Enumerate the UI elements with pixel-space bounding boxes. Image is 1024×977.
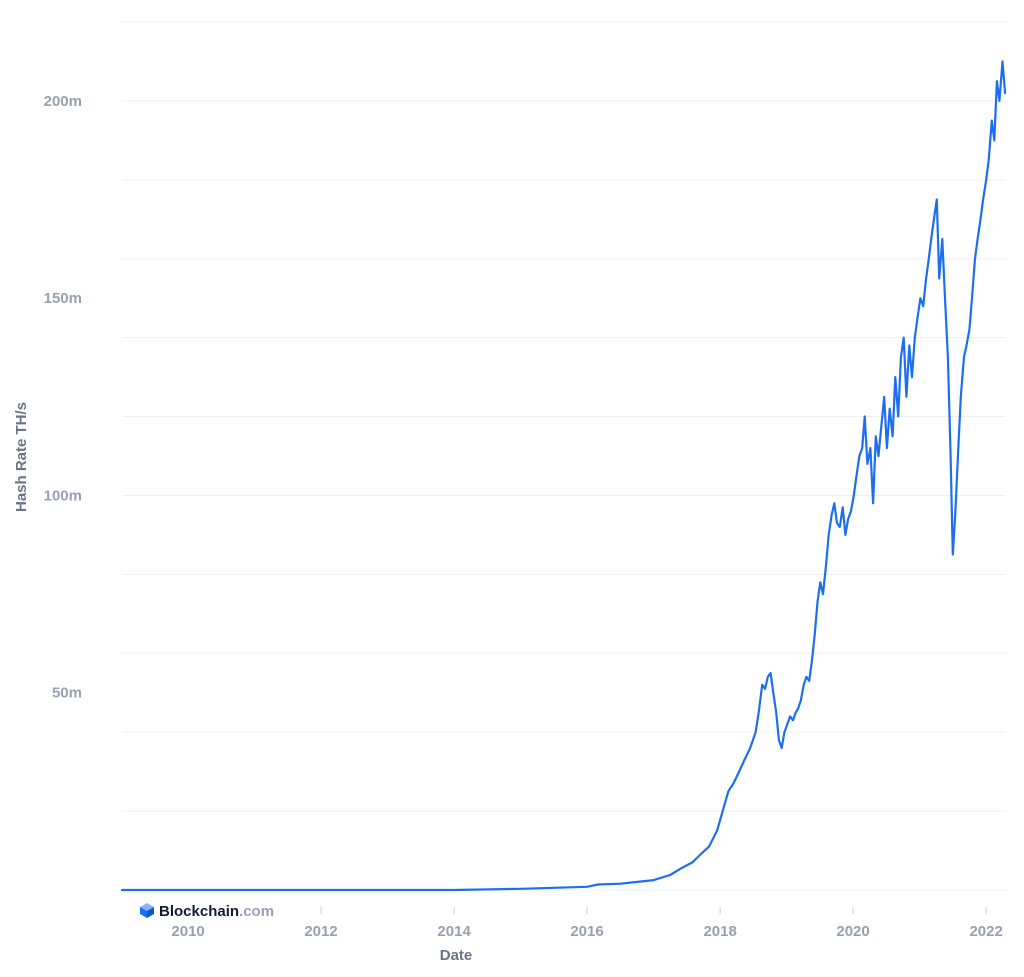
y-tick-label: 200m [44,93,82,110]
brand-name: Blockchain [159,903,239,920]
x-tick-label: 2018 [703,923,736,940]
y-tick-label: 100m [44,487,82,504]
x-axis-title: Date [440,947,473,964]
series-layer [120,60,1007,892]
x-tick-label: 2010 [171,923,204,940]
svg-text:Blockchain.com: Blockchain.com [159,903,274,920]
x-tick-label: 2012 [304,923,337,940]
y-tick-label: 50m [52,685,82,702]
hash-rate-series-line [120,60,1007,892]
y-axis-title: Hash Rate TH/s [13,402,30,512]
grid-layer [122,21,1006,891]
x-tick-label: 2020 [836,923,869,940]
x-axis-ticks: 2010 2012 2014 2016 2018 2020 2022 [171,907,1003,940]
y-axis-ticks: 50m 100m 150m 200m [44,93,82,702]
blockchain-logo: Blockchain.com [140,903,274,920]
x-tick-label: 2022 [969,923,1002,940]
blockchain-cube-icon [140,903,154,918]
y-tick-label: 150m [44,290,82,307]
x-tick-label: 2014 [437,923,471,940]
brand-suffix: .com [239,903,274,920]
x-tick-label: 2016 [570,923,603,940]
